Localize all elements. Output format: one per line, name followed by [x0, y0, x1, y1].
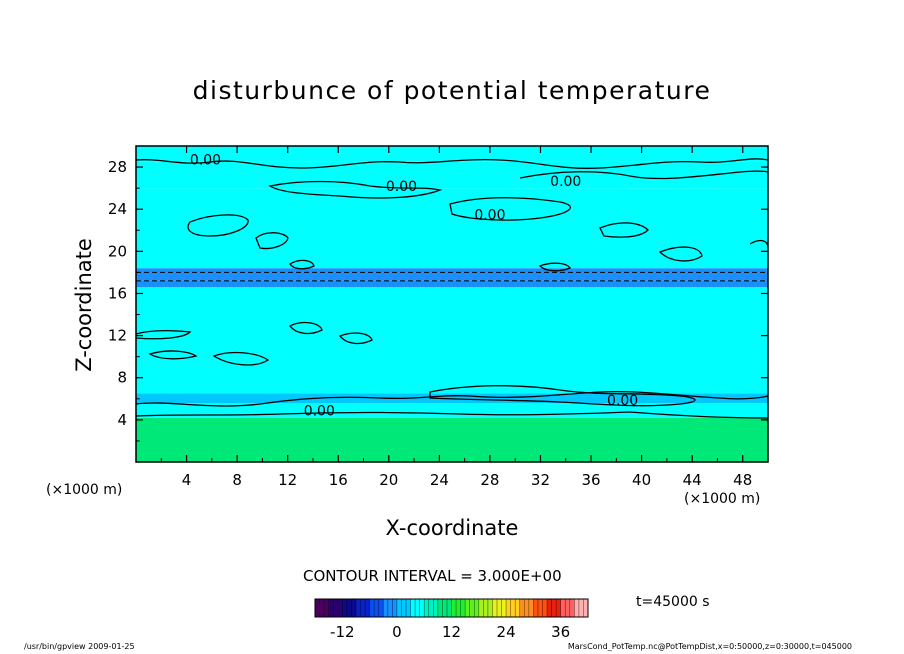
heatmap-band	[136, 280, 768, 288]
contour-line	[519, 170, 768, 180]
colorbar-swatch	[506, 599, 521, 617]
contour-interval-label: CONTOUR INTERVAL = 3.000E+00	[303, 567, 562, 585]
contour-value-label: 0.00	[190, 153, 221, 169]
contour-line	[212, 351, 270, 366]
colorbar: -12 0 12 24 36	[314, 598, 589, 641]
y-tick-label: 8	[117, 369, 127, 387]
colorbar-tick-label: 0	[392, 623, 402, 641]
x-axis-label: X-coordinate	[385, 516, 519, 540]
contour-line	[449, 197, 572, 221]
contour-line	[148, 350, 198, 360]
colorbar-swatch	[342, 599, 357, 617]
contour-value-label: 0.00	[550, 174, 581, 190]
contour-value-label: 0.00	[474, 207, 505, 223]
contour-line	[429, 385, 696, 407]
x-unit-label: (×1000 m)	[684, 491, 761, 507]
time-label: t=45000 s	[636, 594, 710, 610]
x-tick-label: 36	[581, 471, 600, 489]
contour-line	[136, 390, 768, 407]
colorbar-swatch	[410, 599, 425, 617]
heatmap-band	[136, 146, 768, 162]
heatmap-band	[136, 287, 768, 394]
colorbar-frame	[314, 598, 589, 618]
colorbar-swatch	[328, 599, 343, 617]
contour-line	[136, 330, 192, 340]
colorbar-swatch	[547, 599, 562, 617]
colorbar-swatch	[492, 599, 507, 617]
contour-line	[136, 411, 768, 419]
colorbar-swatch	[560, 599, 575, 617]
heatmap-band	[136, 268, 768, 281]
footer-right: MarsCond_PotTemp.nc@PotTempDist,x=0:5000…	[567, 642, 852, 651]
colorbar-tick-label: 24	[497, 623, 516, 641]
x-tick-label: 8	[232, 471, 242, 489]
x-tick-label: 40	[632, 471, 651, 489]
colorbar-swatch	[315, 599, 330, 617]
colorbar-swatch	[396, 599, 412, 617]
z-unit-label: (×1000 m)	[46, 482, 123, 498]
colorbar-tick-label: -12	[330, 623, 355, 641]
y-tick-label: 20	[108, 242, 127, 260]
chart-title: disturbunce of potential temperature	[192, 76, 712, 105]
x-tick-label: 20	[379, 471, 398, 489]
x-tick-label: 28	[480, 471, 499, 489]
contour-lines	[136, 158, 768, 419]
x-tick-label: 32	[531, 471, 550, 489]
colorbar-swatch	[369, 599, 384, 617]
colorbar-tick-label: 12	[442, 623, 461, 641]
heatmap-band	[136, 161, 768, 189]
colorbar-swatch	[355, 599, 371, 617]
y-tick-label: 28	[108, 158, 127, 176]
y-axis-label: Z-coordinate	[72, 238, 96, 372]
footer-left: /usr/bin/gpview 2009-01-25	[24, 642, 135, 651]
contour-line	[658, 246, 703, 262]
colorbar-swatch	[533, 599, 548, 617]
contour-value-label: 0.00	[386, 179, 417, 195]
contour-line	[187, 214, 249, 237]
contour-value-label: 0.00	[304, 403, 335, 419]
heatmap-band	[136, 188, 768, 269]
contour-line	[136, 158, 768, 169]
colorbar-swatch	[437, 599, 452, 617]
colorbar-swatch	[451, 599, 466, 617]
x-tick-label: 12	[278, 471, 297, 489]
y-tick-label: 24	[108, 200, 127, 218]
x-tick-label: 16	[329, 471, 348, 489]
contour-line	[268, 180, 443, 199]
colorbar-swatch	[424, 599, 439, 617]
contour-line	[289, 259, 315, 270]
contour-value-label: 0.00	[607, 393, 638, 409]
contour-labels: 0.00 0.00 0.00 0.00 0.00 0.00	[190, 153, 638, 420]
x-tick-label: 44	[683, 471, 702, 489]
contour-line	[338, 332, 373, 345]
colorbar-tick-label: 36	[551, 623, 570, 641]
colorbar-swatch	[465, 599, 480, 617]
colorbar-swatch	[383, 599, 398, 617]
contour-line	[289, 321, 323, 335]
x-tick-label: 48	[733, 471, 752, 489]
y-tick-label: 16	[108, 284, 127, 302]
contour-line	[538, 262, 571, 272]
x-tick-label: 24	[430, 471, 449, 489]
y-tick-label: 4	[117, 411, 127, 429]
plot-frame	[135, 145, 769, 463]
x-tick-label: 4	[182, 471, 192, 489]
colorbar-swatch	[478, 599, 493, 617]
y-tick-label: 12	[108, 327, 127, 345]
contour-line	[255, 232, 289, 250]
colorbar-swatch	[574, 599, 589, 617]
heatmap-band	[136, 417, 768, 462]
contour-line	[599, 222, 649, 238]
colorbar-swatch	[519, 599, 534, 617]
